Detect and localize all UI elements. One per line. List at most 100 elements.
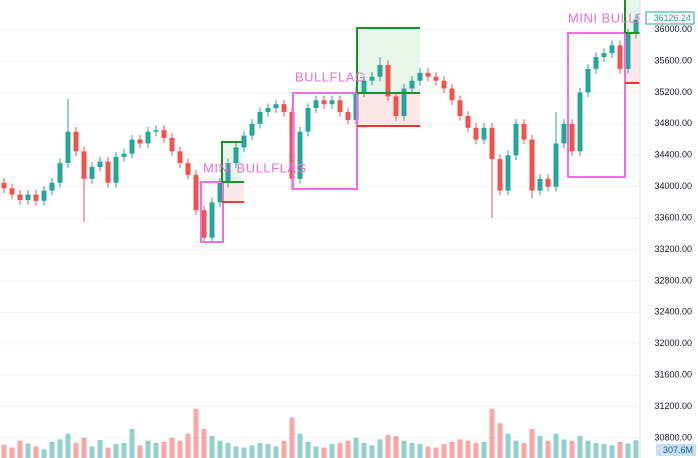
volume-bar xyxy=(481,441,487,458)
y-tick-label: 35600.00 xyxy=(654,55,692,65)
flag-box xyxy=(292,92,358,190)
candle-body xyxy=(41,190,47,201)
volume-bar xyxy=(409,442,415,458)
y-tick-label: 33600.00 xyxy=(654,212,692,222)
candle-body xyxy=(249,123,255,136)
y-tick-label: 31200.00 xyxy=(654,401,692,411)
candle-body xyxy=(441,80,447,89)
volume-bar xyxy=(561,439,567,458)
candle-body xyxy=(9,188,15,195)
last-volume-box xyxy=(656,444,696,456)
candle-body xyxy=(409,80,415,89)
volume-bar xyxy=(241,447,247,458)
volume-bar xyxy=(489,408,495,458)
candle-body xyxy=(113,156,119,183)
candle-body xyxy=(121,153,127,157)
candle-body xyxy=(385,64,391,97)
candle-body xyxy=(185,163,191,175)
volume-bar xyxy=(137,445,143,458)
candle-body xyxy=(337,100,343,113)
candle-body xyxy=(89,167,95,179)
candle-body xyxy=(49,182,55,191)
volume-bar xyxy=(249,445,255,458)
candle-body xyxy=(401,88,407,116)
candle-body xyxy=(209,202,215,238)
candle-body xyxy=(105,161,111,183)
candle-body xyxy=(601,53,607,58)
volume-bar xyxy=(521,442,527,458)
candle-body xyxy=(17,194,23,201)
volume-bar xyxy=(273,446,279,458)
axis-labels: 36000.00 35600.00 35200.00 34800.00 34400.00… xyxy=(654,24,692,442)
volume-bar xyxy=(1,444,7,458)
volume-bar xyxy=(177,440,183,458)
candle-body xyxy=(505,155,511,191)
volume-bar xyxy=(369,445,375,458)
candle-body xyxy=(457,100,463,116)
candle-body xyxy=(25,194,31,201)
candle-body xyxy=(361,80,367,93)
candle-body xyxy=(521,123,527,140)
volume-bar xyxy=(353,437,359,458)
volume-bar xyxy=(473,442,479,458)
candle-body xyxy=(433,76,439,81)
volume-bar xyxy=(625,443,631,458)
volume-bar xyxy=(161,441,167,458)
volume-bar xyxy=(49,441,55,458)
flag-box xyxy=(200,181,224,243)
y-tick-label: 32800.00 xyxy=(654,275,692,285)
candle-body xyxy=(529,139,535,191)
candle-body xyxy=(497,159,503,191)
volume-bar xyxy=(617,441,623,458)
candle-body xyxy=(1,182,7,189)
volume-bar xyxy=(265,444,271,458)
candle-body xyxy=(313,100,319,109)
target-line xyxy=(356,27,420,94)
volume-bar xyxy=(81,437,87,458)
target-line xyxy=(221,141,244,183)
volume-bar xyxy=(25,443,31,458)
volume-bar xyxy=(569,440,575,458)
candle-body xyxy=(153,130,159,132)
target-line xyxy=(624,0,640,34)
volume-bar xyxy=(9,447,15,458)
volume-bar xyxy=(633,440,639,458)
candle-body xyxy=(329,100,335,105)
y-tick-label: 30800.00 xyxy=(654,432,692,442)
candle-body xyxy=(73,131,79,152)
stop-zone xyxy=(222,182,244,202)
candle-body xyxy=(417,72,423,81)
annotation-label: MINI BULLFLAG xyxy=(568,10,672,25)
volume-bar xyxy=(89,446,95,458)
volume-bar xyxy=(321,447,327,458)
candle-body xyxy=(265,108,271,113)
candle-body xyxy=(553,143,559,187)
annotation-label: MINI BULLFLAG xyxy=(203,160,307,175)
volume-bar xyxy=(185,433,191,458)
volume-bar xyxy=(441,444,447,458)
candle-body xyxy=(577,92,583,152)
candle-body xyxy=(369,76,375,81)
volume-bar xyxy=(337,442,343,458)
volume-bar xyxy=(193,408,199,458)
y-tick-label: 34800.00 xyxy=(654,118,692,128)
volume-bar xyxy=(425,446,431,458)
volume-bar xyxy=(209,435,215,458)
candle-body xyxy=(233,147,239,164)
volume-bar xyxy=(65,433,71,458)
y-tick-label: 35200.00 xyxy=(654,87,692,97)
candle-body xyxy=(217,182,223,203)
candle-body xyxy=(297,131,303,179)
candle-body xyxy=(481,127,487,140)
volume-bar xyxy=(329,444,335,458)
candle-body xyxy=(425,72,431,77)
flag-box xyxy=(567,32,626,178)
price-axis xyxy=(640,0,698,458)
candle-body xyxy=(97,161,103,168)
pattern-shapes xyxy=(200,0,640,243)
candle-body xyxy=(305,108,311,132)
volume-bar xyxy=(449,441,455,458)
candle-body xyxy=(625,33,631,69)
candle-body xyxy=(145,131,151,144)
